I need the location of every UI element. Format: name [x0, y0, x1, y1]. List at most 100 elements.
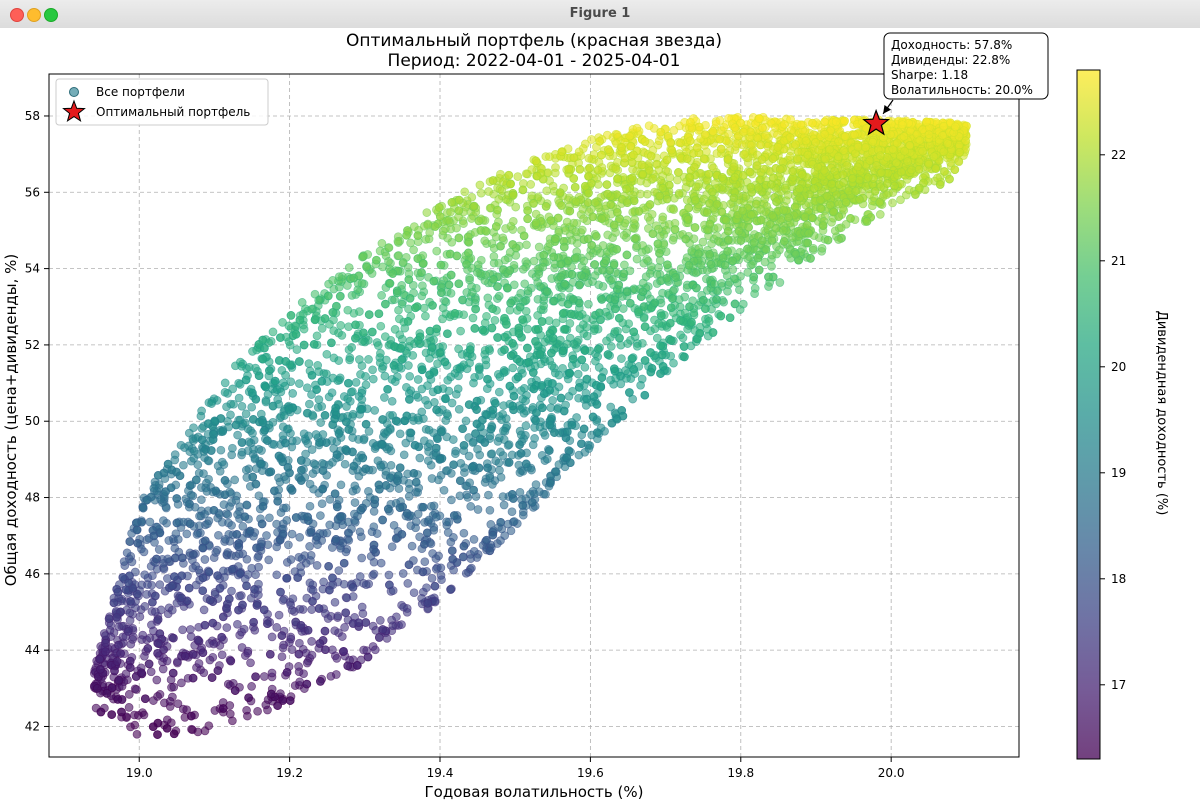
portfolio-point [262, 531, 271, 540]
portfolio-point [282, 516, 292, 525]
portfolio-point [598, 241, 608, 250]
portfolio-point [241, 409, 251, 419]
portfolio-point [199, 469, 208, 478]
portfolio-point [484, 490, 493, 500]
portfolio-point [279, 378, 288, 388]
portfolio-point [124, 690, 134, 699]
portfolio-point [189, 423, 198, 433]
portfolio-point [244, 362, 254, 372]
portfolio-point [368, 365, 377, 375]
portfolio-point [446, 288, 456, 298]
portfolio-point [313, 403, 323, 412]
portfolio-point [658, 288, 667, 298]
portfolio-point [407, 541, 417, 551]
portfolio-point [380, 393, 389, 402]
portfolio-point [207, 399, 216, 408]
portfolio-point [421, 311, 430, 321]
portfolio-point [350, 516, 359, 525]
portfolio-point [277, 652, 287, 662]
portfolio-point [668, 286, 678, 296]
portfolio-point [330, 597, 340, 607]
portfolio-point [425, 354, 434, 363]
portfolio-point [347, 342, 357, 352]
portfolio-point [485, 505, 495, 515]
portfolio-point [423, 220, 432, 230]
portfolio-point [384, 570, 394, 580]
portfolio-point [437, 575, 446, 585]
portfolio-point [527, 191, 537, 201]
window-titlebar: Figure 1 [0, 0, 1200, 29]
portfolio-point [357, 553, 367, 563]
portfolio-point [590, 320, 599, 330]
portfolio-point [619, 230, 629, 240]
portfolio-point [581, 314, 591, 324]
portfolio-point [506, 526, 516, 536]
portfolio-point [243, 711, 252, 721]
portfolio-point [397, 299, 407, 309]
portfolio-point [495, 465, 504, 475]
portfolio-point [715, 116, 725, 125]
portfolio-point [668, 235, 678, 245]
portfolio-point [376, 348, 385, 358]
portfolio-point [463, 493, 473, 502]
portfolio-point [199, 605, 209, 615]
portfolio-point [163, 554, 173, 564]
portfolio-point [317, 499, 327, 509]
portfolio-point [530, 434, 539, 443]
portfolio-point [272, 570, 282, 580]
portfolio-point [295, 638, 304, 648]
portfolio-point [518, 264, 528, 274]
portfolio-point [585, 251, 594, 261]
close-window-button[interactable] [10, 8, 24, 22]
portfolio-point [238, 521, 248, 531]
minimize-window-button[interactable] [27, 8, 41, 22]
portfolio-point [281, 503, 291, 513]
portfolio-point [669, 205, 679, 215]
portfolio-point [324, 392, 334, 402]
portfolio-point [834, 235, 843, 244]
portfolio-point [669, 126, 679, 135]
portfolio-point [432, 246, 442, 256]
portfolio-point [347, 291, 357, 300]
portfolio-point [125, 616, 135, 625]
portfolio-point [896, 195, 905, 205]
portfolio-point [351, 378, 361, 387]
portfolio-point [474, 362, 484, 372]
portfolio-point [173, 699, 183, 709]
portfolio-point [387, 396, 397, 406]
portfolio-point [574, 311, 584, 320]
portfolio-point [250, 453, 260, 463]
portfolio-point [194, 659, 204, 668]
portfolio-point [193, 727, 203, 737]
portfolio-point [567, 235, 577, 245]
portfolio-point [485, 203, 495, 213]
portfolio-point [334, 328, 343, 338]
portfolio-point [459, 310, 469, 320]
portfolio-point [326, 671, 336, 681]
portfolio-point [554, 370, 564, 380]
portfolio-point [133, 711, 143, 720]
portfolio-point [216, 445, 226, 455]
portfolio-point [632, 341, 642, 351]
portfolio-point [628, 223, 638, 233]
portfolio-point [370, 406, 380, 415]
portfolio-point [302, 383, 312, 393]
portfolio-point [459, 219, 468, 228]
maximize-window-button[interactable] [44, 8, 58, 22]
portfolio-point [189, 446, 199, 456]
portfolio-point [442, 517, 451, 527]
portfolio-point [350, 481, 360, 491]
portfolio-point [384, 257, 393, 266]
portfolio-point [654, 319, 664, 328]
portfolio-point [267, 632, 277, 642]
portfolio-point [573, 369, 583, 379]
portfolio-point [235, 591, 244, 601]
portfolio-point [639, 313, 649, 323]
portfolio-point [602, 336, 611, 346]
portfolio-point [162, 715, 172, 725]
portfolio-point [646, 262, 656, 272]
portfolio-point [306, 550, 316, 560]
portfolio-point [513, 172, 523, 181]
portfolio-point [268, 327, 278, 337]
portfolio-point [617, 354, 626, 363]
